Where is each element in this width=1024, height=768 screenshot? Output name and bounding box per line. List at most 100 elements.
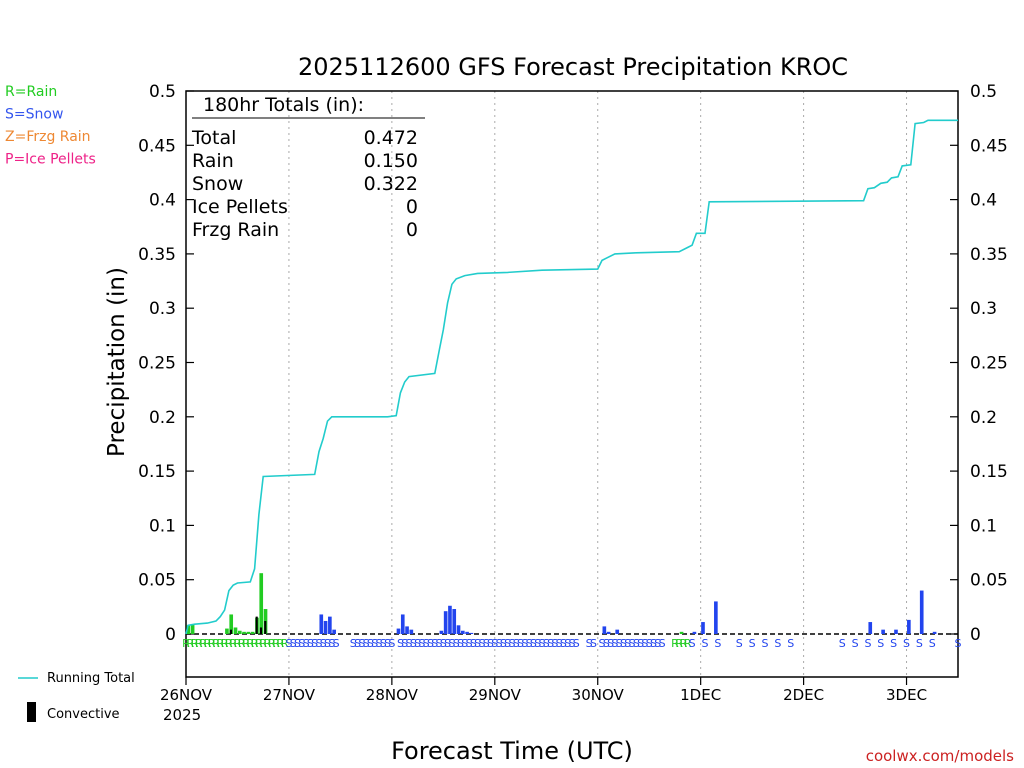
- totals-label-4: Frzg Rain: [192, 219, 279, 241]
- totals-label-3: Ice Pellets: [192, 196, 288, 218]
- type-marker-35: S: [333, 637, 340, 650]
- precip-bar-29: [606, 631, 611, 634]
- convective-bar-series: [229, 616, 267, 634]
- type-marker-75: S: [521, 637, 528, 650]
- type-marker-106: R: [675, 637, 683, 650]
- convective-legend-swatch: [27, 702, 36, 722]
- type-marker-33: S: [324, 637, 331, 650]
- type-marker-22: R: [277, 637, 285, 650]
- type-marker-42: S: [376, 637, 383, 650]
- y-tick-label-left-10: 0.5: [149, 82, 176, 102]
- totals-value-2: 0.322: [364, 173, 418, 195]
- type-marker-91: S: [603, 637, 610, 650]
- precip-bar-2: [225, 628, 229, 634]
- type-marker-52: S: [423, 637, 430, 650]
- type-marker-124: S: [929, 637, 936, 650]
- type-marker-65: S: [478, 637, 485, 650]
- y-axis-label: Precipitation (in): [104, 267, 130, 457]
- type-marker-46: S: [397, 637, 404, 650]
- type-marker-7: R: [212, 637, 220, 650]
- running-total-line: [185, 119, 958, 635]
- type-marker-55: S: [436, 637, 443, 650]
- x-axis-label: Forecast Time (UTC): [391, 737, 633, 765]
- type-marker-98: S: [633, 637, 640, 650]
- type-marker-79: S: [538, 637, 545, 650]
- type-marker-58: S: [448, 637, 455, 650]
- precip-bar-1: [190, 624, 195, 634]
- type-marker-37: S: [354, 637, 361, 650]
- precip-bar-35: [868, 622, 873, 634]
- type-marker-84: S: [560, 637, 567, 650]
- type-marker-68: S: [491, 637, 498, 650]
- year-label: 2025: [163, 706, 201, 724]
- type-marker-86: S: [569, 637, 576, 650]
- y-tick-label-left-7: 0.35: [138, 245, 176, 265]
- type-marker-88: S: [586, 637, 593, 650]
- type-marker-120: S: [877, 637, 884, 650]
- type-marker-100: S: [641, 637, 648, 650]
- type-marker-6: R: [208, 637, 216, 650]
- totals-value-3: 0: [406, 196, 418, 218]
- y-tick-label-left-0: 0: [165, 625, 176, 645]
- type-marker-36: S: [350, 637, 357, 650]
- precip-bar-10: [259, 573, 264, 634]
- convective-bar-3: [264, 620, 267, 634]
- precip-bar-0: [186, 625, 191, 634]
- precip-bar-34: [714, 601, 718, 634]
- x-tick-label-0: 26NOV: [160, 686, 213, 704]
- y-tick-label-left-6: 0.3: [149, 299, 176, 319]
- type-marker-121: S: [890, 637, 897, 650]
- type-marker-74: S: [517, 637, 524, 650]
- type-marker-13: R: [238, 637, 246, 650]
- type-marker-115: S: [774, 637, 781, 650]
- y-axis-left: 0 0.05 0.1 0.15 0.2 0.25 0.3 0.35 0.4 0.45 0.5: [138, 82, 194, 645]
- precip-bar-22: [448, 605, 452, 634]
- type-marker-69: S: [496, 637, 503, 650]
- type-marker-104: S: [659, 637, 666, 650]
- type-marker-70: S: [500, 637, 507, 650]
- precip-bar-18: [405, 626, 409, 634]
- type-marker-80: S: [543, 637, 550, 650]
- type-marker-26: S: [294, 637, 301, 650]
- type-marker-21: R: [272, 637, 280, 650]
- type-marker-48: S: [406, 637, 413, 650]
- line-legend: Running Total Convective: [18, 671, 135, 722]
- precip-bar-40: [932, 631, 937, 634]
- precip-bar-series: [186, 573, 937, 634]
- type-marker-1: R: [186, 637, 194, 650]
- y-axis-right: 0 0.05 0.1 0.15 0.2 0.25 0.3 0.35 0.4 0.45 0.5: [950, 82, 1008, 645]
- type-marker-113: S: [749, 637, 756, 650]
- type-marker-63: S: [470, 637, 477, 650]
- type-marker-77: S: [530, 637, 537, 650]
- type-marker-66: S: [483, 637, 490, 650]
- type-marker-47: S: [401, 637, 408, 650]
- type-legend-entry-0: R=Rain: [5, 84, 57, 100]
- type-marker-16: R: [251, 637, 259, 650]
- convective-bar-1: [255, 616, 258, 634]
- type-marker-24: S: [285, 637, 292, 650]
- totals-header: 180hr Totals (in):: [203, 94, 364, 116]
- convective-bar-0: [229, 629, 233, 634]
- type-marker-38: S: [358, 637, 365, 650]
- x-tick-label-7: 3DEC: [886, 686, 927, 704]
- x-tick-label-6: 2DEC: [783, 686, 824, 704]
- y-tick-label-left-1: 0.05: [138, 571, 176, 591]
- precip-bar-4: [233, 627, 238, 634]
- type-marker-28: S: [303, 637, 310, 650]
- type-marker-23: R: [281, 637, 289, 650]
- x-tick-label-2: 28NOV: [366, 686, 419, 704]
- type-marker-71: S: [504, 637, 511, 650]
- type-marker-57: S: [444, 637, 451, 650]
- type-marker-87: S: [573, 637, 580, 650]
- y-tick-label-left-3: 0.15: [138, 462, 176, 482]
- type-marker-90: S: [599, 637, 606, 650]
- precip-bar-16: [396, 628, 401, 634]
- type-marker-123: S: [916, 637, 923, 650]
- plot-frame: [185, 90, 959, 678]
- type-marker-31: S: [315, 637, 322, 650]
- type-marker-83: S: [556, 637, 563, 650]
- y-tick-label-left-5: 0.25: [138, 354, 176, 374]
- y-tick-label-right-2: 0.1: [970, 516, 997, 536]
